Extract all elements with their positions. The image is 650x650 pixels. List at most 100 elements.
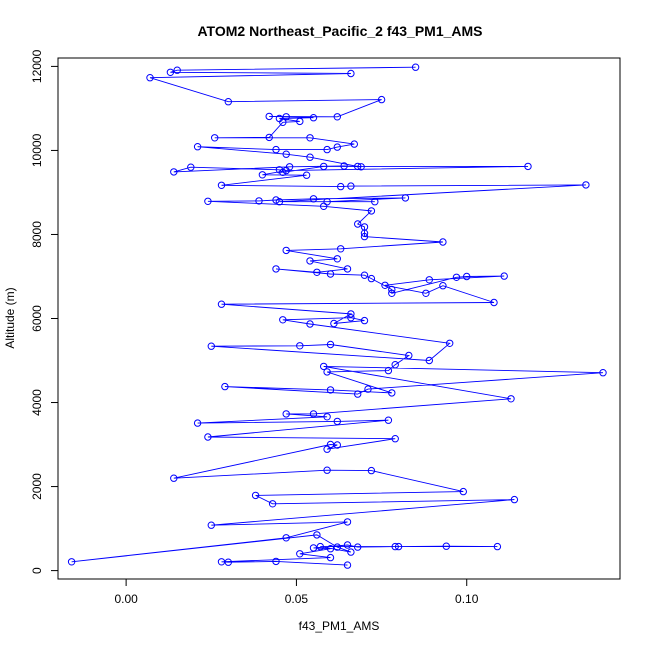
data-point (251, 491, 260, 500)
data-point (268, 500, 277, 508)
data-point (347, 182, 355, 190)
data-point (347, 314, 355, 322)
data-point (500, 272, 508, 280)
data-point (425, 356, 433, 365)
data-point (224, 558, 233, 566)
data-point (490, 298, 498, 307)
data-point (388, 289, 396, 297)
y-axis: 0 2000 4000 6000 8000 10000 12000 (30, 49, 59, 574)
data-point (207, 521, 216, 529)
data-point (354, 390, 362, 398)
x-tick-label: 0.00 (114, 592, 138, 606)
data-point (333, 143, 341, 151)
y-tick-label: 10000 (30, 133, 44, 167)
data-point (170, 168, 178, 176)
data-point (388, 389, 396, 397)
data-point (360, 232, 369, 241)
data-point (306, 134, 314, 142)
data-point (333, 255, 341, 263)
y-tick-label: 0 (30, 567, 44, 574)
data-point (282, 166, 290, 175)
y-tick-label: 6000 (30, 305, 44, 332)
data-point (439, 282, 447, 290)
data-point (193, 143, 202, 151)
data-point (326, 553, 335, 562)
chart-title: ATOM2 Northeast_Pacific_2 f43_PM1_AMS (197, 23, 482, 39)
data-point (510, 495, 519, 504)
data-point (211, 134, 219, 142)
data-point (582, 181, 590, 189)
data-point (343, 518, 352, 526)
data-point (337, 245, 345, 253)
data-point (265, 133, 273, 142)
data-point (316, 542, 324, 551)
data-point (323, 445, 331, 453)
data-point (306, 320, 314, 328)
data-point (309, 544, 318, 552)
data-point (405, 351, 413, 360)
data-point (364, 385, 372, 393)
data-point (282, 246, 290, 255)
data-point (357, 163, 365, 171)
data-point (279, 168, 287, 177)
x-tick-label: 0.10 (455, 592, 479, 606)
data-point (391, 435, 399, 443)
data-point (282, 410, 290, 418)
data-point (323, 368, 331, 376)
data-point (296, 117, 304, 126)
data-point (323, 413, 331, 421)
data-point (507, 395, 515, 403)
data-point (320, 362, 328, 371)
data-point (326, 386, 335, 394)
data-point (347, 548, 355, 556)
data-point (309, 410, 318, 418)
data-point (391, 542, 399, 551)
data-point (367, 207, 376, 215)
data-point (340, 162, 348, 170)
data-point (207, 342, 216, 350)
data-point (360, 316, 369, 325)
data-point (279, 118, 287, 127)
data-point (333, 417, 341, 426)
data-point (282, 534, 290, 542)
data-point (67, 558, 76, 566)
y-axis-label: Altitude (m) (3, 287, 17, 348)
series-points (67, 63, 607, 569)
y-tick-label: 8000 (30, 221, 44, 248)
data-point (272, 145, 280, 154)
data-point (309, 195, 318, 203)
data-point (347, 69, 355, 78)
data-point (255, 197, 263, 205)
data-point (320, 162, 328, 171)
data-point (452, 273, 461, 281)
data-point (377, 95, 386, 104)
data-point (384, 416, 393, 424)
data-point (599, 369, 607, 377)
data-point (343, 265, 352, 273)
data-point (173, 66, 181, 74)
data-point (323, 145, 331, 154)
data-point (296, 550, 304, 558)
data-point (354, 220, 362, 228)
data-point (306, 257, 314, 265)
data-point (360, 271, 369, 279)
y-tick-label: 4000 (30, 389, 44, 416)
data-point (170, 474, 178, 482)
data-point (337, 182, 345, 191)
data-point (459, 487, 467, 496)
data-point (425, 276, 433, 284)
data-point (275, 198, 284, 206)
data-point (367, 466, 376, 475)
data-point (442, 542, 450, 550)
data-point (367, 274, 376, 283)
data-point (272, 196, 280, 204)
data-point (446, 339, 454, 347)
data-point (313, 531, 321, 539)
data-point (265, 112, 273, 121)
data-point (524, 162, 532, 171)
data-point (463, 272, 471, 281)
data-point (204, 197, 212, 206)
data-point (204, 433, 212, 441)
data-point (394, 542, 403, 551)
data-point (187, 163, 195, 171)
